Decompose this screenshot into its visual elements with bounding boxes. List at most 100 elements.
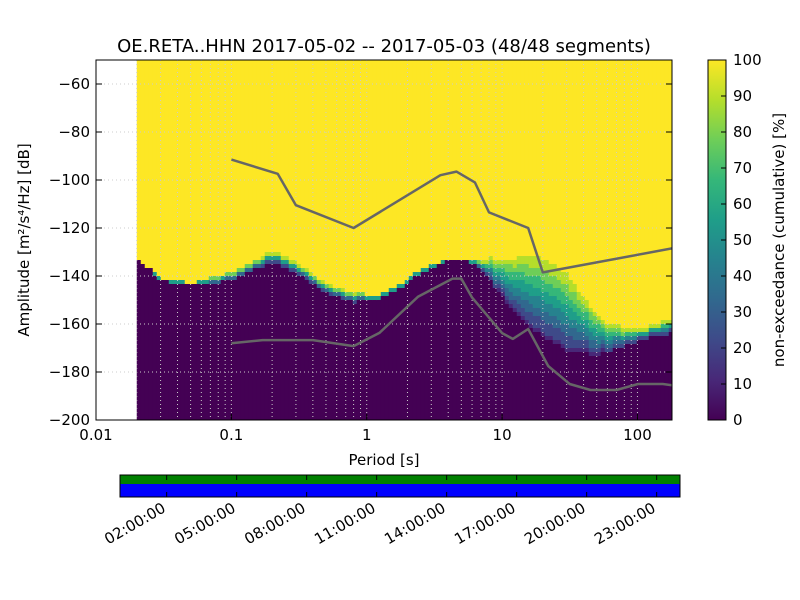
heat-cell-band [556,324,562,329]
heat-cell-band [556,320,562,325]
heat-cell-low [348,300,354,420]
heat-cell-band [504,260,510,265]
heat-cell-band [196,280,202,285]
heat-cell-band [484,272,490,277]
heat-cell-high [408,60,414,276]
heat-cell-high [596,60,602,312]
heat-cell-band [592,312,598,317]
heat-cell-band [548,300,554,305]
heat-cell-band [540,324,546,329]
heat-cell-band [668,324,672,329]
heat-cell-band [232,272,238,277]
heat-cell-band [576,348,582,353]
heat-cell-band [276,260,282,265]
heat-cell-high [468,60,474,260]
heat-cell-low [216,284,222,420]
heat-cell-band [572,288,578,293]
heat-cell-band [596,332,602,337]
heat-cell-high [316,60,322,280]
heat-cell-high [424,60,430,268]
heat-cell-band [244,264,250,269]
heat-cell-band [660,328,666,333]
heat-cell-band [560,284,566,289]
heat-cell-band [632,336,638,341]
heat-cell-band [604,348,610,353]
heat-cell-band [528,276,534,281]
heat-cell-band [580,324,586,329]
heat-cell-band [264,252,270,257]
heat-cell-band [552,316,558,321]
heat-cell-band [524,320,530,325]
heat-cell-band [584,300,590,305]
heat-cell-band [488,268,494,273]
heat-cell-low [408,280,414,420]
heat-cell-band [544,276,550,281]
heat-cell-band [584,344,590,349]
heat-cell-band [176,280,182,285]
heat-cell-band [520,260,526,265]
heat-cell-band [272,256,278,261]
heat-cell-band [572,324,578,329]
heat-cell-band [352,300,358,305]
heat-cell-band [528,296,534,301]
timeline-tick-label: 08:00:00 [241,499,308,548]
heat-cell-band [540,328,546,333]
heat-cell-band [580,300,586,305]
heat-cell-low [192,284,198,420]
heat-cell-low [492,288,498,420]
heat-cell-high [664,60,670,320]
heat-cell-band [552,276,558,281]
heat-cell-high [624,60,630,328]
heat-cell-band [540,288,546,293]
heat-cell-band [624,332,630,337]
heat-cell-band [596,336,602,341]
heat-cell-band [340,292,346,297]
heat-cell-band [236,272,242,277]
heat-cell-high [228,60,234,272]
heat-cell-band [668,320,672,325]
heat-cell-low [424,272,430,420]
heat-cell-band [260,260,266,265]
heat-cell-band [532,316,538,321]
heat-cell-band [380,292,386,297]
heat-cell-band [568,280,574,285]
heat-cell-low [224,280,230,420]
heat-cell-band [568,296,574,301]
heat-cell-high [404,60,410,280]
heat-cell-band [524,256,530,261]
heat-cell-low [268,264,274,420]
heat-cell-band [620,336,626,341]
heat-cell-band [536,276,542,281]
heat-cell-high [572,60,578,280]
heat-cell-band [520,300,526,305]
heat-cell-high [224,60,230,272]
heat-cell-band [556,264,562,269]
heat-cell-band [556,340,562,345]
psd-heatmap [136,60,672,420]
heat-cell-band [592,332,598,337]
heat-cell-band [304,272,310,277]
heat-cell-high [232,60,238,272]
heat-cell-high [400,60,406,284]
heat-cell-band [540,284,546,289]
heat-cell-high [244,60,250,264]
data-availability-timeline: 02:00:00 05:00:00 08:00:00 11:00:00 14:00:00… [101,474,681,548]
heat-cell-high [204,60,210,280]
heat-cell-band [576,288,582,293]
timeline-tick-label: 14:00:00 [381,499,448,548]
heat-cell-band [608,328,614,333]
heat-cell-low [588,356,594,420]
heat-cell-high [552,60,558,260]
heat-cell-band [224,272,230,277]
heat-cell-band [588,320,594,325]
heat-cell-band [556,336,562,341]
heat-cell-band [588,308,594,313]
heat-cell-band [536,268,542,273]
heat-cell-band [488,272,494,277]
heat-cell-band [320,280,326,285]
heat-cell-band [496,260,502,265]
heat-cell-band [528,288,534,293]
heat-cell-band [584,348,590,353]
heat-cell-band [560,328,566,333]
heat-cell-band [168,280,174,285]
